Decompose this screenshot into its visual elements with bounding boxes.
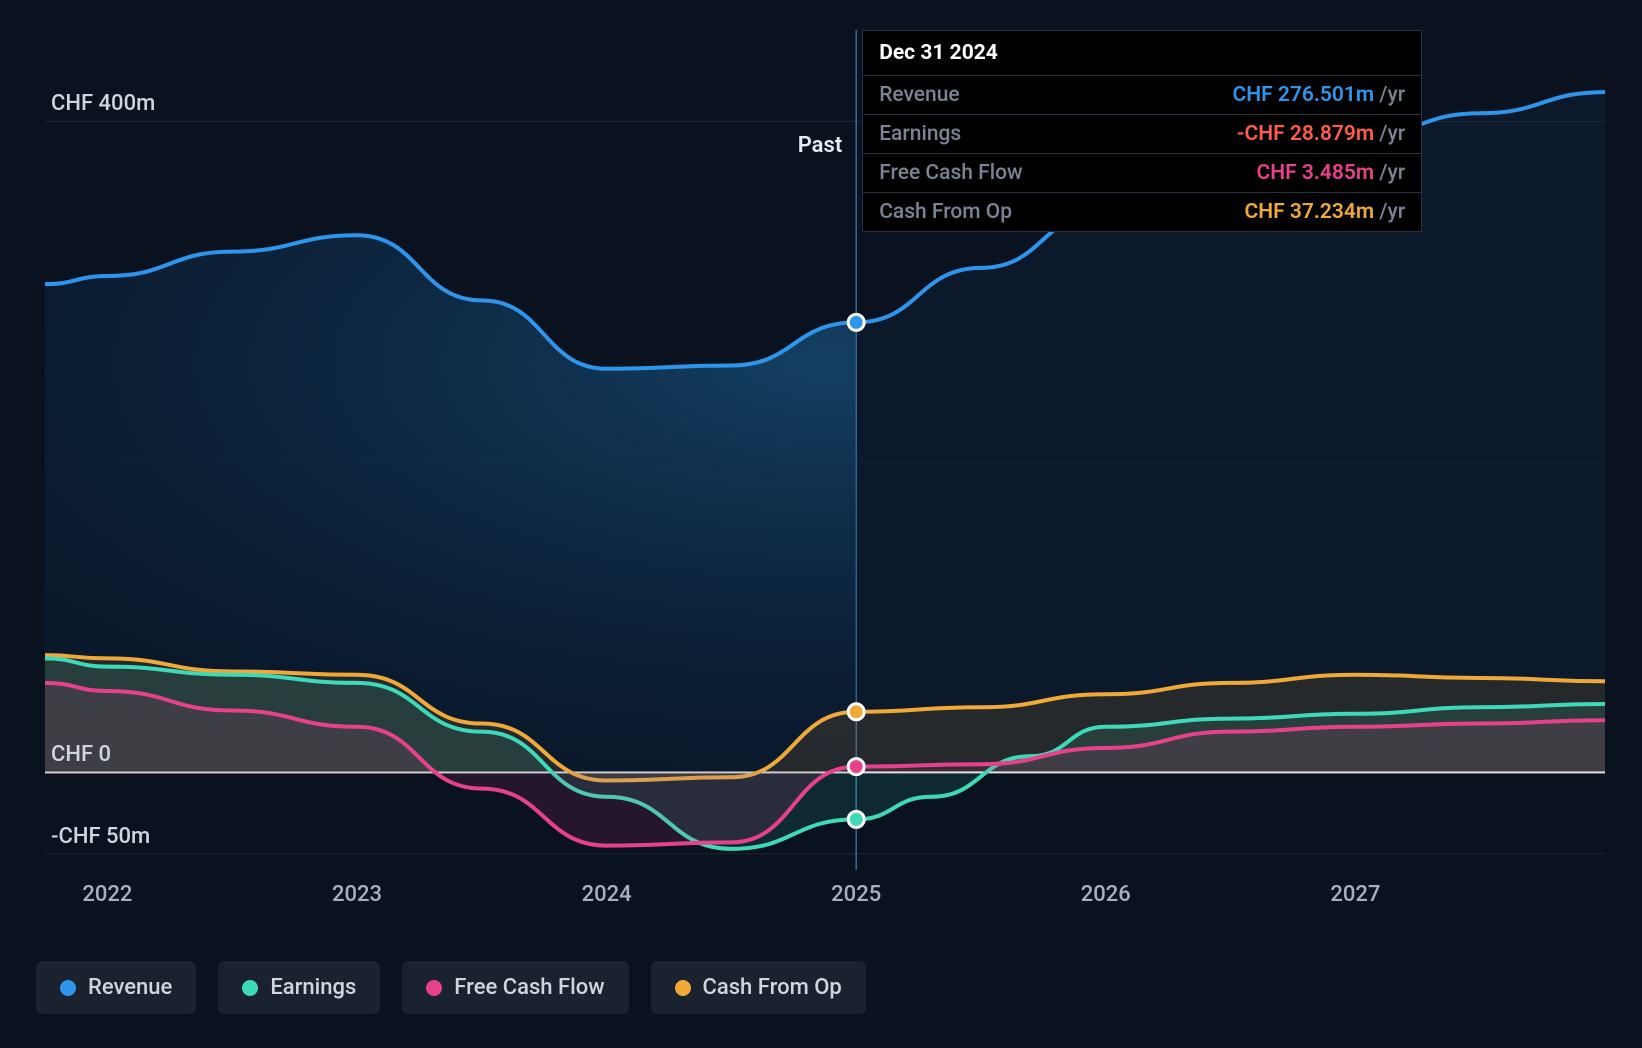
tooltip-row-label: Cash From Op <box>879 200 1012 224</box>
legend-label: Earnings <box>270 975 356 1000</box>
x-axis-label: 2025 <box>831 882 881 907</box>
tooltip-row-value: CHF 276.501m /yr <box>1233 83 1406 107</box>
legend-swatch-icon <box>426 980 442 996</box>
tooltip-row: Cash From Op CHF 37.234m /yr <box>863 193 1421 231</box>
chart-legend: Revenue Earnings Free Cash Flow Cash From O… <box>36 961 866 1014</box>
tooltip-row-value: -CHF 28.879m /yr <box>1237 122 1405 146</box>
tooltip-row-label: Free Cash Flow <box>879 161 1022 185</box>
legend-item-free-cash-flow[interactable]: Free Cash Flow <box>402 961 628 1014</box>
x-axis-label: 2022 <box>82 882 132 907</box>
tooltip-date: Dec 31 2024 <box>863 31 1421 76</box>
y-axis-label: CHF 0 <box>51 742 111 767</box>
x-axis-label: 2023 <box>332 882 382 907</box>
x-axis-label: 2026 <box>1081 882 1131 907</box>
legend-label: Free Cash Flow <box>454 975 604 1000</box>
y-axis-label: CHF 400m <box>51 91 155 116</box>
legend-item-earnings[interactable]: Earnings <box>218 961 380 1014</box>
tooltip-row: Free Cash Flow CHF 3.485m /yr <box>863 154 1421 193</box>
legend-swatch-icon <box>60 980 76 996</box>
tooltip-row-value: CHF 3.485m /yr <box>1257 161 1406 185</box>
x-axis-label: 2027 <box>1330 882 1380 907</box>
tooltip-row-value: CHF 37.234m /yr <box>1245 200 1406 224</box>
tooltip-row: Revenue CHF 276.501m /yr <box>863 76 1421 115</box>
chart-tooltip: Dec 31 2024 Revenue CHF 276.501m /yr Earni… <box>862 30 1422 232</box>
y-axis-label: -CHF 50m <box>51 824 150 849</box>
legend-label: Cash From Op <box>703 975 842 1000</box>
legend-swatch-icon <box>242 980 258 996</box>
legend-item-cash-from-op[interactable]: Cash From Op <box>651 961 866 1014</box>
tooltip-row: Earnings -CHF 28.879m /yr <box>863 115 1421 154</box>
legend-label: Revenue <box>88 975 172 1000</box>
tooltip-row-label: Earnings <box>879 122 961 146</box>
tooltip-row-label: Revenue <box>879 83 959 107</box>
past-label: Past <box>798 133 843 158</box>
x-axis-label: 2024 <box>582 882 632 907</box>
legend-swatch-icon <box>675 980 691 996</box>
financial-forecast-chart[interactable]: -CHF 50mCHF 0CHF 400m 202220232024202520… <box>35 20 1615 900</box>
legend-item-revenue[interactable]: Revenue <box>36 961 196 1014</box>
